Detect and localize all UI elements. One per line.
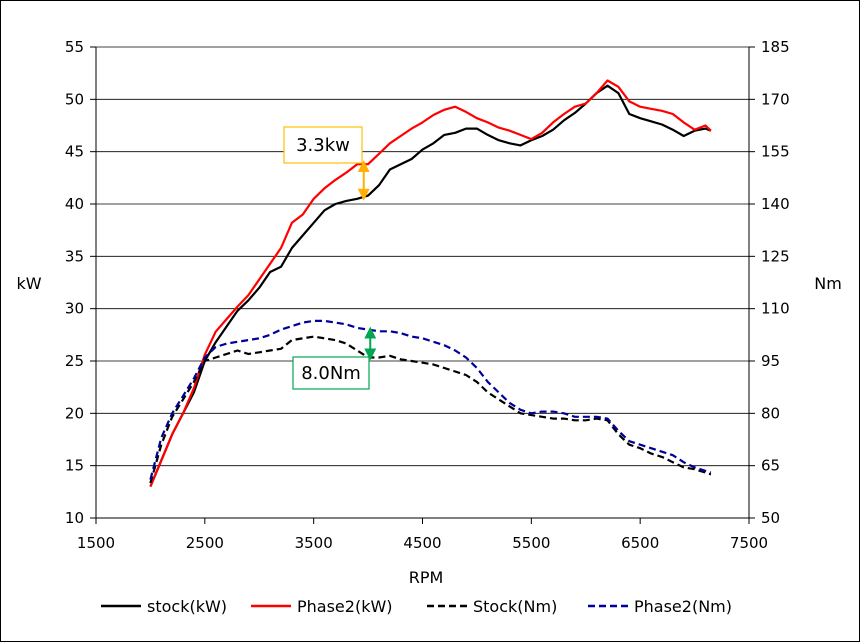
series-layer (149, 79, 712, 488)
legend-label-0: stock(kW) (147, 597, 227, 616)
x-tick-label: 7500 (730, 534, 768, 552)
annotation-label-0: 3.3kw (296, 135, 350, 156)
x-tick-label: 4500 (403, 534, 441, 552)
y-axis-left-title: kW (16, 274, 41, 293)
y-right-tick-label: 95 (761, 352, 780, 370)
axes-layer (90, 46, 755, 524)
annotation-box-0 (283, 126, 363, 164)
series-line-0 (149, 84, 712, 488)
y-right-tick-label: 80 (761, 404, 780, 422)
y-axis-right-title: Nm (814, 274, 842, 293)
y-left-tick-label: 20 (65, 404, 84, 422)
y-left-tick-label: 55 (65, 38, 84, 56)
y-right-tick-label: 185 (761, 38, 790, 56)
y-left-tick-label: 10 (65, 509, 84, 527)
y-left-tick-label: 35 (65, 247, 84, 265)
tick-labels: 10 15 20 25 30 35 40 45 50 55 50 65 80 95 110 125 140 155… (65, 38, 790, 552)
x-tick-label: 3500 (295, 534, 333, 552)
annotation-box-1 (292, 356, 370, 390)
annotation-layer: 3.3kw 8.0Nm (283, 126, 377, 390)
y-left-tick-label: 25 (65, 352, 84, 370)
legend-label-2: Stock(Nm) (473, 597, 557, 616)
y-left-tick-label: 15 (65, 457, 84, 475)
series-line-3 (149, 319, 712, 480)
y-left-tick-label: 40 (65, 195, 84, 213)
y-right-tick-label: 125 (761, 247, 790, 265)
x-tick-label: 1500 (77, 534, 115, 552)
y-left-tick-label: 45 (65, 143, 84, 161)
series-line-1 (149, 79, 712, 488)
y-right-tick-label: 110 (761, 300, 790, 318)
y-right-tick-label: 140 (761, 195, 790, 213)
y-right-tick-label: 50 (761, 509, 780, 527)
series-line-2 (149, 335, 712, 484)
legend: stock(kW) Phase2(kW) Stock(Nm) Phase2(Nm) (101, 597, 732, 616)
x-tick-label: 6500 (621, 534, 659, 552)
y-left-tick-label: 50 (65, 90, 84, 108)
legend-label-3: Phase2(Nm) (634, 597, 732, 616)
x-tick-label: 2500 (186, 534, 224, 552)
y-right-tick-label: 170 (761, 90, 790, 108)
legend-label-1: Phase2(kW) (297, 597, 393, 616)
y-right-tick-label: 65 (761, 457, 780, 475)
x-axis-title: RPM (409, 568, 444, 587)
y-right-tick-label: 155 (761, 143, 790, 161)
y-left-tick-label: 30 (65, 300, 84, 318)
x-tick-label: 5500 (512, 534, 550, 552)
annotation-label-1: 8.0Nm (301, 363, 361, 384)
